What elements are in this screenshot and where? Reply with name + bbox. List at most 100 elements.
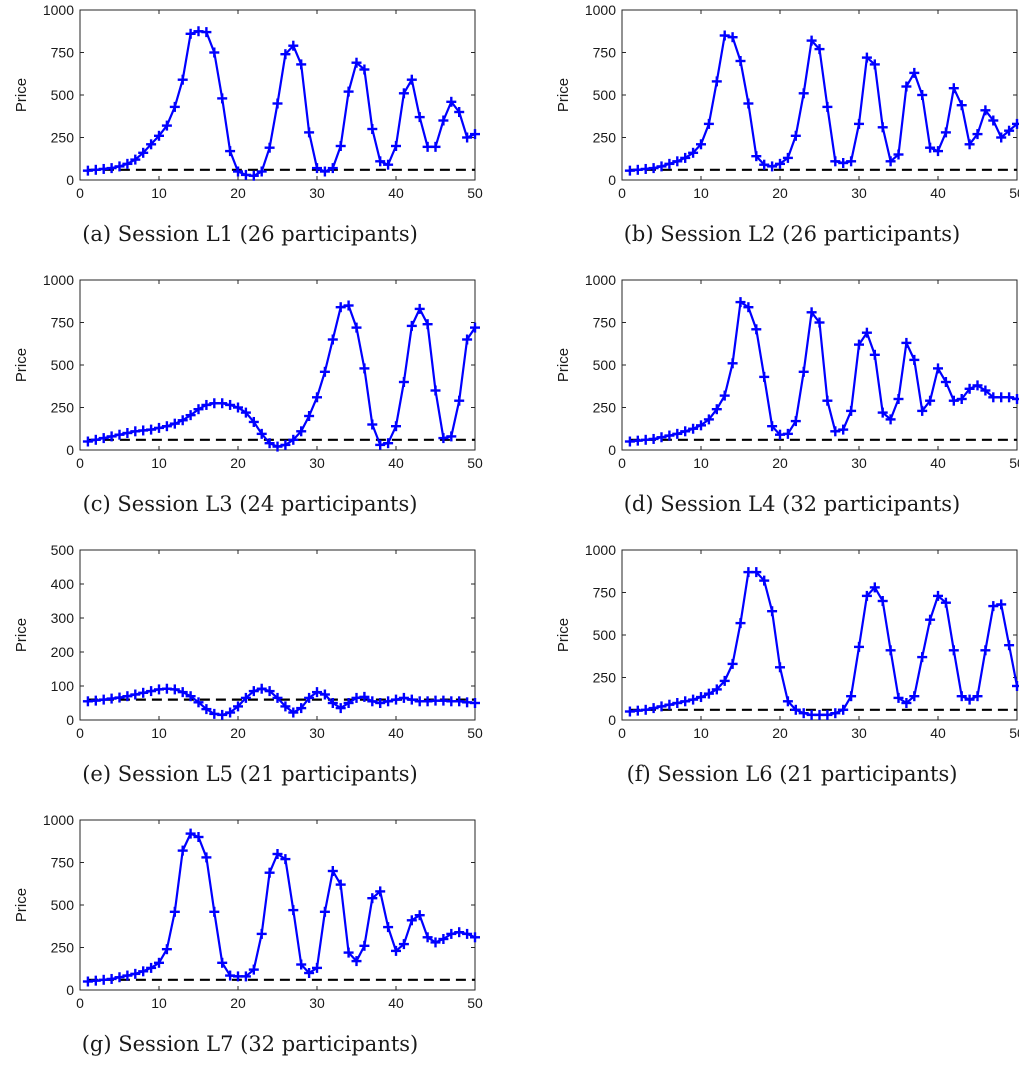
price-point-marker [956, 100, 967, 111]
price-point-marker [114, 692, 125, 703]
price-point-marker [177, 687, 188, 698]
price-point-marker [438, 934, 449, 944]
price-point-marker [319, 906, 330, 917]
price-point-marker [398, 377, 409, 387]
price-point-marker [917, 405, 928, 416]
price-point-marker [343, 300, 354, 311]
price-point-marker [169, 101, 180, 112]
price-point-marker [201, 704, 212, 715]
price-point-marker [406, 320, 417, 331]
price-point-marker [304, 127, 315, 138]
price-point-marker [209, 906, 220, 917]
x-tick-label: 0 [618, 185, 626, 201]
price-point-marker [367, 696, 378, 707]
price-point-marker [917, 652, 928, 663]
y-tick-label: 0 [608, 712, 616, 728]
x-tick-label: 50 [1009, 455, 1019, 471]
plot-frame [79, 819, 476, 991]
price-point-marker [869, 59, 880, 70]
plot-frame [621, 549, 1018, 721]
price-point-marker [648, 703, 659, 714]
price-point-marker [454, 395, 465, 406]
price-point-marker [430, 937, 441, 948]
price-point-marker [719, 675, 730, 686]
price-point-marker [240, 407, 251, 418]
y-tick-label: 500 [51, 542, 75, 558]
price-point-marker [798, 366, 809, 377]
price-point-marker [454, 107, 465, 117]
price-point-marker [454, 927, 465, 938]
price-point-marker [280, 439, 291, 450]
price-point-marker [877, 596, 888, 606]
price-point-marker [933, 590, 943, 601]
price-point-marker [846, 405, 857, 416]
price-point-marker [161, 944, 172, 955]
price-point-marker [838, 158, 849, 168]
chart-panel-l5: 0 10 20 30 40 50 0 100 200 300 400 500 Price (e) Ses… [10, 540, 490, 805]
price-point-marker [312, 687, 322, 698]
price-point-marker [319, 689, 330, 700]
price-point-marker [735, 56, 746, 66]
price-point-marker [367, 893, 378, 904]
x-tick-label: 40 [388, 455, 404, 471]
chart-panel-l7: 0 10 20 30 40 50 0 250 500 750 1000 Price (g) Sessi… [10, 810, 490, 1075]
price-point-marker [885, 645, 896, 656]
price-point-marker [359, 940, 370, 951]
price-point-marker [264, 686, 275, 697]
price-point-marker [885, 156, 896, 167]
price-point-marker [664, 158, 675, 169]
price-point-marker [193, 832, 204, 842]
price-point-marker [312, 392, 322, 403]
price-point-marker [790, 416, 801, 427]
y-axis-label: Price [555, 78, 572, 112]
price-point-marker [877, 407, 888, 418]
price-point-marker [719, 30, 730, 41]
price-point-marker [296, 959, 307, 970]
plot-frame [79, 279, 476, 451]
price-point-marker [703, 414, 714, 425]
price-point-marker [367, 419, 378, 430]
price-point-marker [948, 83, 959, 94]
price-point-marker [154, 957, 164, 968]
y-tick-label: 200 [51, 644, 75, 660]
price-point-marker [225, 399, 236, 410]
price-point-marker [391, 694, 401, 705]
chart-caption: (g) Session L7 (32 participants) [81, 1032, 419, 1056]
price-point-marker [759, 371, 770, 382]
price-point-marker [988, 601, 999, 612]
price-point-marker [343, 947, 354, 958]
price-point-marker [161, 421, 172, 432]
price-point-marker [375, 698, 386, 708]
price-point-marker [248, 416, 259, 427]
price-point-marker [406, 74, 417, 85]
price-point-marker [272, 849, 283, 859]
price-point-marker [446, 96, 457, 107]
price-point-marker [925, 142, 936, 153]
price-point-marker [383, 696, 394, 707]
price-point-marker [838, 424, 849, 435]
price-point-marker [233, 402, 243, 413]
price-point-marker [122, 691, 133, 702]
y-tick-label: 400 [51, 576, 75, 592]
price-point-marker [1012, 118, 1019, 129]
x-tick-label: 50 [1009, 725, 1019, 741]
x-tick-label: 50 [1009, 185, 1019, 201]
price-point-marker [185, 410, 196, 421]
y-tick-label: 500 [51, 897, 75, 913]
price-point-marker [217, 957, 228, 968]
price-point-marker [782, 696, 793, 707]
y-tick-label: 1000 [585, 542, 616, 558]
y-tick-label: 750 [51, 315, 75, 331]
price-point-marker [343, 86, 354, 97]
price-point-marker [893, 149, 904, 160]
price-point-marker [798, 88, 809, 99]
price-point-marker [830, 156, 841, 167]
price-point-marker [185, 28, 196, 39]
price-point-marker [664, 430, 675, 441]
price-point-marker [375, 886, 386, 897]
price-point-marker [711, 684, 722, 695]
price-point-marker [940, 377, 951, 387]
